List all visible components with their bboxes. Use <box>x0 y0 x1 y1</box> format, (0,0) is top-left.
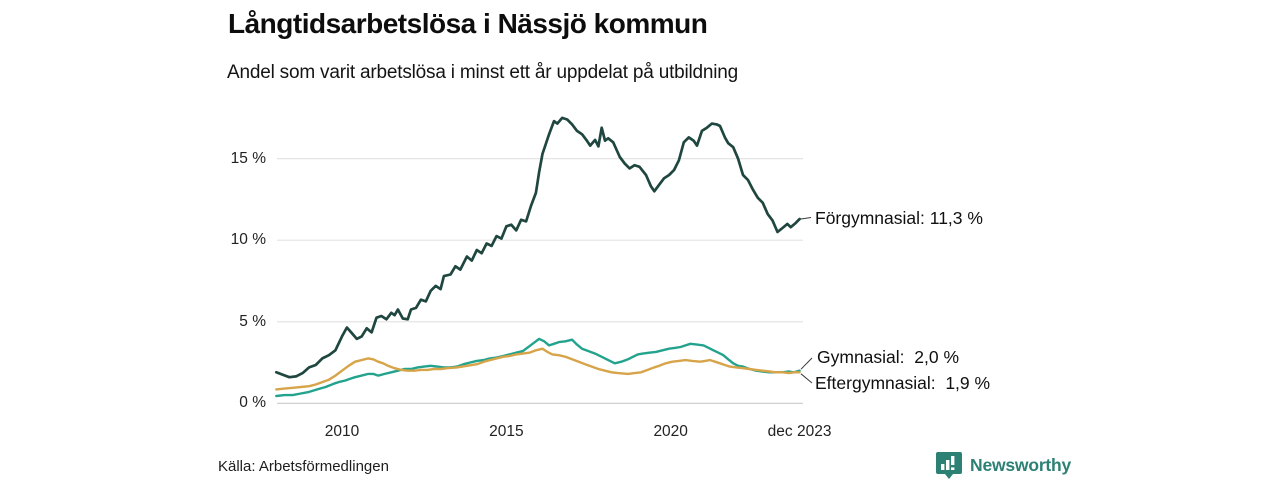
brand-name: Newsworthy <box>970 454 1072 475</box>
end-label-connector-2 <box>800 373 813 384</box>
source-note: Källa: Arbetsförmedlingen <box>218 458 389 475</box>
y-tick-label: 10 % <box>230 231 266 249</box>
x-tick-label: 2010 <box>324 423 360 440</box>
chart-subtitle: Andel som varit arbetslösa i minst ett å… <box>227 62 739 83</box>
y-tick-label: 15 % <box>230 149 266 167</box>
x-tick-label: dec 2023 <box>767 423 832 440</box>
series-end-label-forgymnasial: Förgymnasial: 11,3 % <box>815 208 983 228</box>
series-end-label-eftergymnasial: Eftergymnasial: 1,9 % <box>815 373 991 393</box>
series-end-label-gymnasial: Gymnasial: 2,0 % <box>817 347 959 367</box>
x-tick-label: 2015 <box>489 423 524 440</box>
series-line-gymnasial <box>275 337 801 398</box>
y-tick-label: 0 % <box>239 394 266 412</box>
series-line-eftergymnasial <box>275 347 801 391</box>
y-tick-label: 5 % <box>239 312 266 330</box>
end-label-connector-0 <box>800 217 812 220</box>
brand-lockup: Newsworthy <box>936 451 1071 479</box>
end-label-connector-1 <box>800 357 813 370</box>
series-line-förgymnasial <box>274 116 801 379</box>
newsworthy-logo-icon <box>936 452 962 479</box>
x-tick-label: 2020 <box>653 423 688 440</box>
chart-title: Långtidsarbetslösa i Nässjö kommun <box>228 8 708 39</box>
